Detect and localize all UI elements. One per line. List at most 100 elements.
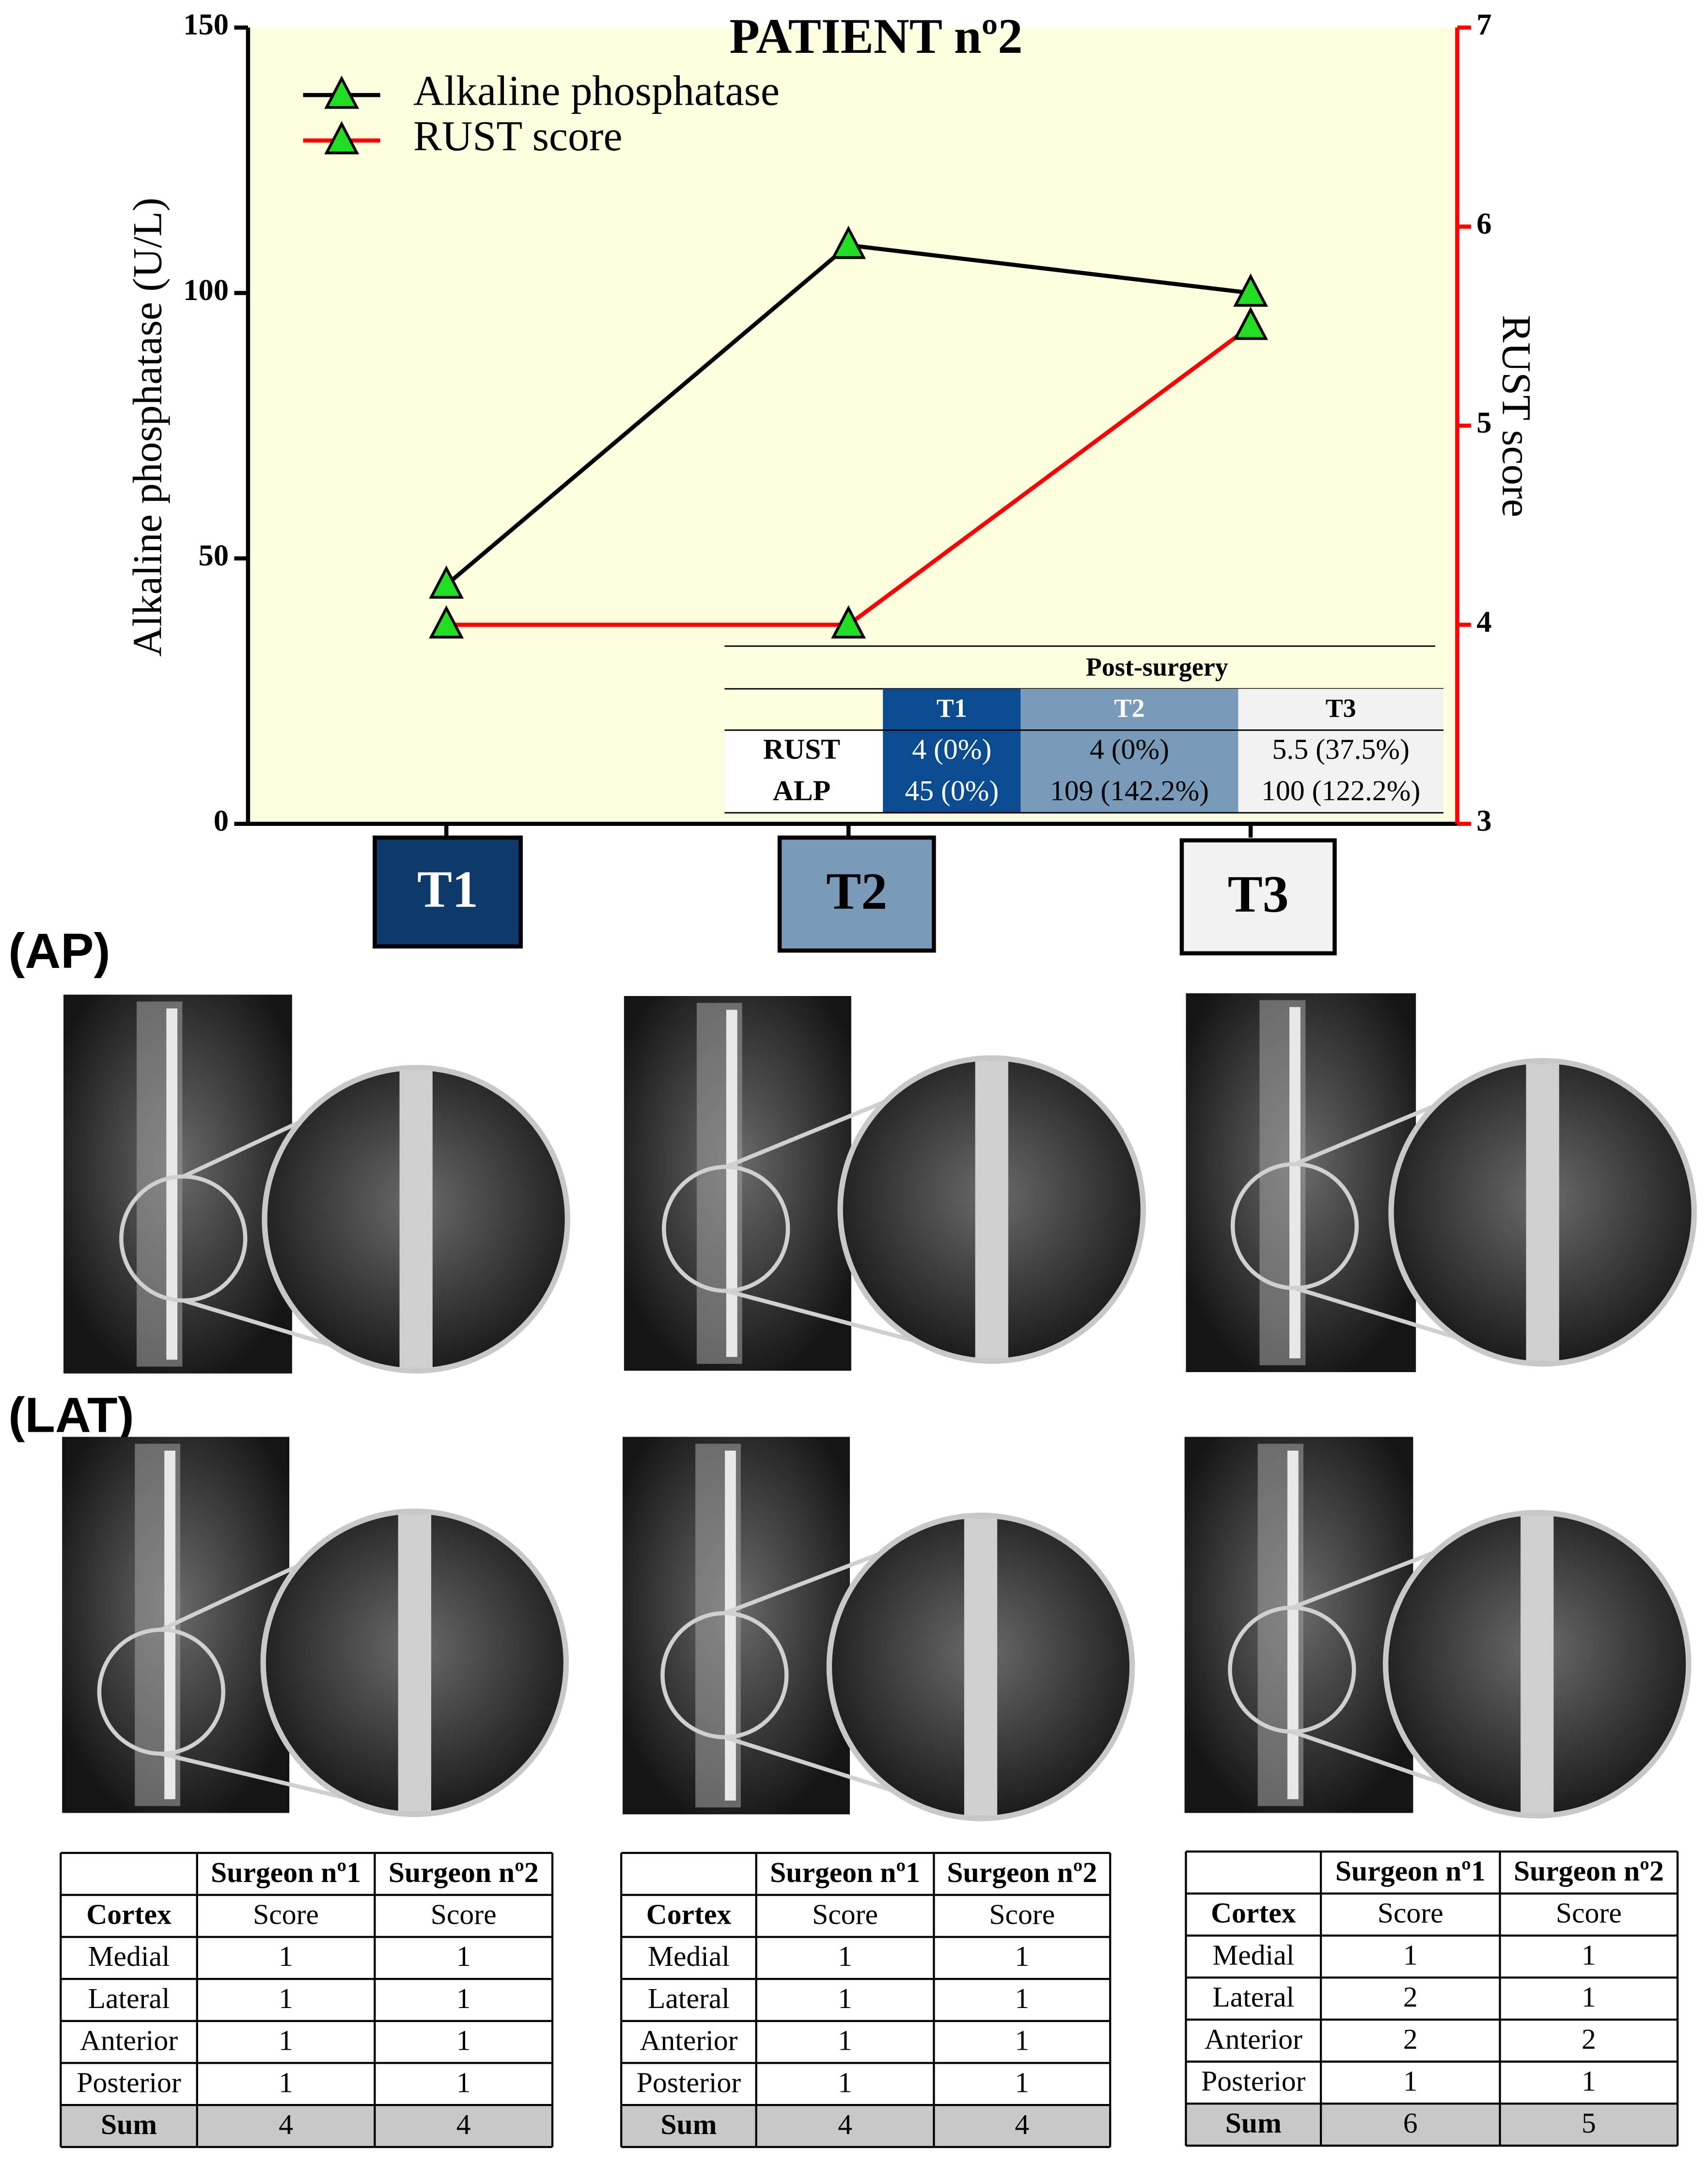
nail — [726, 1010, 737, 1357]
zoom-source — [1228, 1605, 1356, 1734]
table-header: T2 — [1114, 694, 1144, 723]
table-cell-text: 45 (0%) — [905, 775, 999, 807]
table-cell-text: RUST — [763, 733, 840, 765]
table-cell-text: 1 — [838, 1982, 852, 2014]
table-header: Surgeon nº1 — [1335, 1855, 1486, 1887]
y-tick-label: 100 — [183, 273, 229, 307]
y-axis-label: Alkaline phosphatase (U/L) — [125, 198, 170, 657]
marker — [429, 605, 464, 639]
table-cell-text: 1 — [1015, 1982, 1029, 2014]
table-cell-text: 1 — [1403, 2065, 1418, 2097]
table-cell-text: 1 — [456, 1982, 471, 2014]
sum-row-bg — [61, 2105, 553, 2147]
table-cell-text: 1 — [456, 2025, 471, 2056]
table-cell-text: 1 — [279, 1982, 293, 2014]
table-sum: 6 — [1403, 2107, 1418, 2139]
nail — [1289, 1007, 1301, 1359]
table-header: Surgeon nº2 — [1514, 1855, 1664, 1887]
table-cell-text: 4 (0%) — [912, 733, 991, 765]
zoom-source — [97, 1628, 225, 1756]
table-header: T3 — [1326, 694, 1356, 723]
table-cell-text: 1 — [838, 2066, 852, 2098]
sum-row-bg — [621, 2105, 1111, 2147]
panel-label: (AP) — [8, 923, 110, 979]
zoom-nail — [399, 1070, 433, 1368]
table-cell-text: 2 — [1403, 2023, 1418, 2055]
table-header: T1 — [937, 694, 967, 723]
table-cell-text: 1 — [456, 1940, 471, 1972]
table-cell-text: Posterior — [637, 2066, 741, 2098]
table-sum: 4 — [456, 2108, 471, 2140]
table-subheader: Score — [253, 1898, 319, 1930]
y2-tick-label: 5 — [1476, 406, 1491, 440]
zoom-source — [1230, 1162, 1359, 1290]
table-cell-text: 1 — [1015, 1940, 1029, 1972]
table-cell-text: Anterior — [1205, 2023, 1302, 2055]
table-subheader: Cortex — [646, 1898, 732, 1930]
table-sum: 4 — [838, 2108, 852, 2140]
category-label: T3 — [1228, 866, 1289, 923]
category-box — [373, 835, 523, 949]
table-subheader: Score — [812, 1898, 878, 1930]
table-cell-text: Lateral — [88, 1982, 170, 2014]
table-cell-text: Posterior — [1201, 2065, 1306, 2097]
table-cell — [1238, 689, 1444, 813]
table-cell-text: 2 — [1403, 1981, 1418, 2013]
zoom-source — [660, 1611, 789, 1740]
table-cell-text: 1 — [1582, 1981, 1596, 2013]
table-title: Post-surgery — [1086, 652, 1228, 681]
y2-axis-label: RUST score — [1494, 315, 1539, 518]
zoom-source — [661, 1165, 790, 1293]
y2-tick-label: 4 — [1476, 604, 1491, 638]
zoom-nail — [964, 1518, 998, 1816]
zoom-source — [119, 1174, 248, 1303]
table-header: Surgeon nº2 — [389, 1856, 539, 1888]
zoom-nail — [975, 1060, 1008, 1359]
category-label: T1 — [417, 861, 478, 918]
table-cell-text: Medial — [648, 1940, 730, 1972]
table-cell — [724, 730, 883, 813]
nail — [1287, 1450, 1299, 1800]
table-cell — [1020, 689, 1238, 813]
table-header: Surgeon nº1 — [211, 1856, 361, 1888]
sum-row-bg — [1186, 2104, 1678, 2146]
table-cell-text: 1 — [1582, 2065, 1596, 2097]
table-sum: 4 — [279, 2108, 293, 2140]
table-cell-text: 1 — [838, 1940, 852, 1972]
category-box — [1179, 838, 1337, 956]
table-cell-text: 1 — [838, 2025, 852, 2056]
table-cell-text: Medial — [1212, 1939, 1294, 1971]
table-cell-text: Anterior — [640, 2025, 737, 2056]
table-subheader: Score — [1378, 1897, 1443, 1929]
table-sum: 5 — [1582, 2107, 1596, 2139]
table-cell-text: 109 (142.2%) — [1050, 775, 1209, 807]
table-cell — [883, 689, 1021, 813]
table-cell-text: 1 — [279, 2066, 293, 2098]
y2-tick-label: 6 — [1476, 206, 1491, 240]
table-header: Surgeon nº1 — [770, 1856, 920, 1888]
y-tick-label: 150 — [183, 7, 229, 41]
table-cell-text: 1 — [1015, 2066, 1029, 2098]
table-cell-text: 2 — [1582, 2023, 1596, 2055]
table-sum: Sum — [1225, 2107, 1282, 2139]
nail — [166, 1008, 178, 1360]
table-header: Surgeon nº2 — [947, 1856, 1097, 1888]
legend-marker — [324, 75, 360, 109]
panel-label: (LAT) — [8, 1387, 134, 1443]
category-box — [777, 835, 936, 953]
y2-tick-label: 7 — [1476, 7, 1491, 41]
marker — [1233, 306, 1269, 340]
zoom-nail — [1526, 1063, 1559, 1361]
table-cell-text: Posterior — [77, 2066, 181, 2098]
table-cell-text: ALP — [773, 775, 830, 807]
legend-marker — [324, 121, 360, 155]
legend-label: RUST score — [413, 112, 623, 160]
table-subheader: Score — [1556, 1897, 1622, 1929]
table-sum: Sum — [101, 2108, 157, 2140]
table-subheader: Cortex — [86, 1898, 172, 1930]
table-cell-text: Lateral — [1212, 1981, 1294, 2013]
y-tick-label: 50 — [199, 538, 229, 572]
table-cell-text: 5.5 (37.5%) — [1272, 733, 1410, 765]
marker — [429, 565, 464, 599]
table-cell-text: 1 — [456, 2066, 471, 2098]
